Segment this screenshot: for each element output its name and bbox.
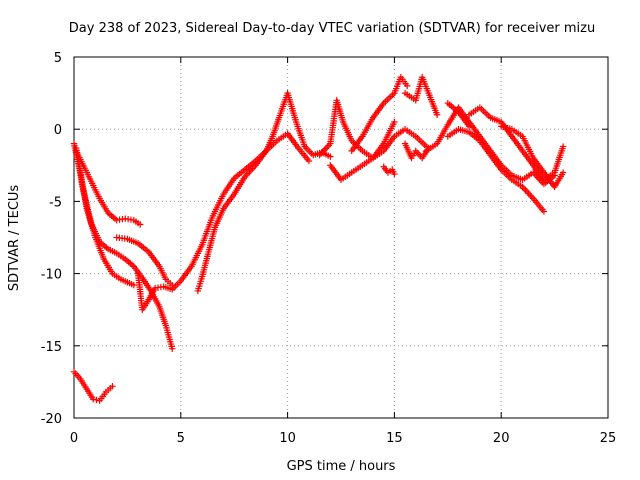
- data-point: [169, 345, 176, 352]
- y-tick-label: -10: [41, 268, 62, 283]
- series-trace-l: [401, 74, 441, 118]
- data-point: [90, 396, 97, 403]
- x-tick-label: 10: [279, 431, 296, 446]
- data-point: [391, 170, 398, 178]
- series-trace-e: [70, 368, 116, 404]
- series-trace-g: [194, 130, 313, 295]
- data-point: [305, 157, 313, 165]
- y-tick-label: 0: [54, 123, 62, 138]
- x-axis: 0 5 10 15 20 25: [70, 57, 616, 446]
- data-point: [93, 396, 100, 404]
- y-axis: -20 -15 -10 -5 0 5: [41, 51, 608, 427]
- y-tick-label: -20: [41, 412, 62, 427]
- plot-frame: [73, 56, 609, 419]
- chart-title: Day 238 of 2023, Sidereal Day-to-day VTE…: [69, 21, 595, 36]
- x-axis-label: GPS time / hours: [287, 459, 396, 474]
- data-point: [137, 221, 144, 228]
- series-trace-d: [113, 234, 176, 289]
- data-point: [540, 208, 548, 215]
- data-point: [109, 383, 116, 390]
- data-point: [559, 143, 567, 150]
- x-tick-label: 5: [177, 431, 185, 446]
- series-trace-h: [316, 97, 430, 162]
- x-tick-label: 20: [493, 431, 510, 446]
- series-trace-k: [380, 163, 398, 178]
- data-point: [433, 111, 441, 118]
- series-trace-j: [348, 74, 411, 155]
- y-tick-label: -5: [49, 195, 62, 210]
- series-trace-f: [134, 89, 334, 313]
- y-tick-label: -15: [41, 340, 62, 355]
- data-points: [70, 74, 567, 404]
- x-tick-label: 15: [386, 431, 403, 446]
- grid-lines: [74, 57, 608, 418]
- series-trace-o: [444, 126, 548, 215]
- data-point: [404, 82, 411, 90]
- y-axis-label: SDTVAR / TECUs: [7, 185, 22, 292]
- data-point: [327, 153, 334, 160]
- series-trace-r: [498, 123, 567, 191]
- data-point: [465, 123, 473, 130]
- x-tick-label: 25: [600, 431, 617, 446]
- data-point: [391, 118, 398, 126]
- x-tick-label: 0: [70, 431, 78, 446]
- data-point: [559, 169, 567, 176]
- series-trace-i: [327, 118, 398, 183]
- series-trace-c: [72, 147, 144, 228]
- series-trace-q: [444, 100, 473, 130]
- data-point: [130, 281, 138, 289]
- y-tick-label: 5: [54, 51, 62, 66]
